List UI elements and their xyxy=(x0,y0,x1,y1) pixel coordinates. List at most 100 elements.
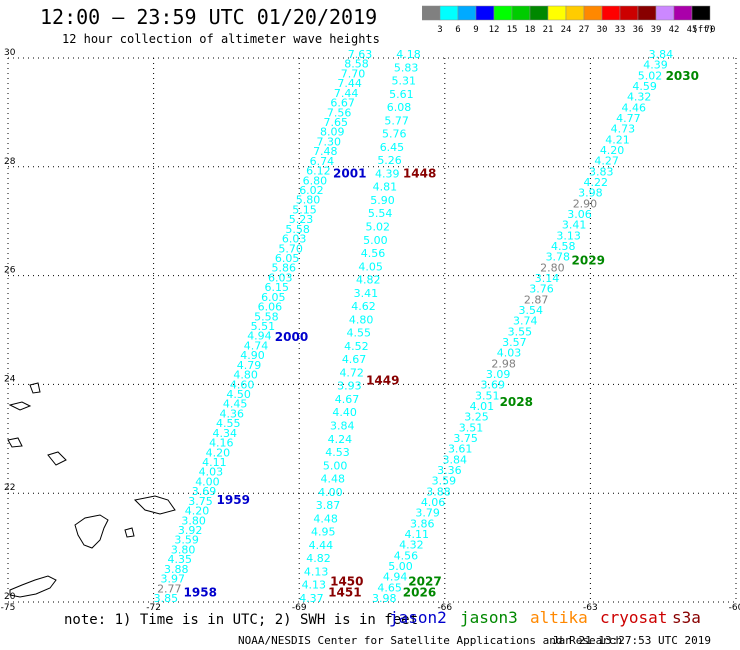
legend-tick-label: 45 xyxy=(687,25,698,34)
wave-height-label: 6.06 xyxy=(258,301,283,314)
wave-height-label: 2.87 xyxy=(524,293,549,306)
legend-tick-label: 9 xyxy=(473,25,478,34)
wave-height-label: 5.00 xyxy=(388,560,413,573)
wave-height-label: 4.00 xyxy=(195,475,220,488)
wave-height-label: 3.06 xyxy=(567,208,592,221)
wave-height-label: 5.15 xyxy=(292,203,317,216)
wave-height-label: 3.69 xyxy=(480,379,505,392)
wave-height-label: 4.18 xyxy=(396,48,421,61)
pass-time-label: 2001 xyxy=(333,167,366,181)
wave-height-label: 4.05 xyxy=(358,260,383,273)
legend-tick-label: 6 xyxy=(455,25,460,34)
wave-height-label: 3.78 xyxy=(546,251,571,264)
x-tick-label: -72 xyxy=(146,603,161,610)
wave-height-label: 4.53 xyxy=(325,446,350,459)
pass-time-label: 2027 xyxy=(408,575,441,589)
coastline-segment xyxy=(29,382,41,394)
wave-height-label: 4.82 xyxy=(356,274,381,287)
wave-height-label: 3.36 xyxy=(437,464,462,477)
pass-time-label: 1959 xyxy=(217,493,250,507)
wave-height-label: 3.87 xyxy=(316,499,341,512)
wave-height-label: 4.32 xyxy=(627,91,652,104)
y-tick-label: 26 xyxy=(4,266,16,276)
wave-height-label: 5.00 xyxy=(363,234,388,247)
wave-height-label: 4.52 xyxy=(344,340,369,353)
wave-height-label: 5.00 xyxy=(323,459,348,472)
satellite-label-jason2: jason2 xyxy=(389,608,447,627)
wave-height-label: 7.65 xyxy=(323,116,348,129)
wave-height-label: 5.54 xyxy=(368,207,393,220)
wave-height-label: 5.58 xyxy=(254,310,279,323)
wave-height-label: 3.13 xyxy=(556,229,581,242)
wave-height-label: 4.90 xyxy=(240,349,265,362)
wave-height-label: 4.62 xyxy=(351,300,376,313)
coastline-segment xyxy=(47,451,67,466)
wave-height-label: 4.60 xyxy=(230,378,255,391)
wave-height-label: 4.13 xyxy=(304,565,329,578)
wave-height-label: 6.05 xyxy=(261,291,286,304)
wave-height-label: 4.95 xyxy=(311,526,336,539)
wave-height-label: 4.36 xyxy=(219,407,244,420)
color-legend: 3 6 9 12 15 18 21 24 27 30 33 36 39 42 45 70(ft) xyxy=(422,5,715,34)
wave-height-label: 3.80 xyxy=(181,514,206,527)
wave-height-label: 4.00 xyxy=(318,486,343,499)
wave-height-label: 4.21 xyxy=(605,133,630,146)
wave-height-label: 5.23 xyxy=(289,213,314,226)
wave-height-label: 4.73 xyxy=(611,123,636,136)
pass-time-label: 1450 xyxy=(330,575,363,589)
wave-height-label: 4.39 xyxy=(375,167,400,180)
wave-height-label: 4.39 xyxy=(643,59,668,72)
wave-height-label: 4.59 xyxy=(632,80,657,93)
wave-height-label: 3.59 xyxy=(174,534,199,547)
wave-height-label: 4.32 xyxy=(399,539,424,552)
wave-height-label: 7.48 xyxy=(313,145,338,158)
coastline-segment xyxy=(74,514,109,549)
wave-height-label: 3.76 xyxy=(529,283,554,296)
wave-height-label: 3.79 xyxy=(415,507,440,520)
wave-height-label: 3.80 xyxy=(171,543,196,556)
wave-height-label: 3.98 xyxy=(372,592,397,605)
legend-tick-label: 36 xyxy=(633,25,644,34)
satellite-label-cryosat: cryosat xyxy=(600,608,668,627)
legend-tick-label: 24 xyxy=(561,25,572,34)
wave-height-label: 3.97 xyxy=(161,573,186,586)
credit-line: NOAA/NESDIS Center for Satellite Applica… xyxy=(238,634,623,647)
legend-tick-label: 18 xyxy=(525,25,536,34)
wave-height-map: -75-72-69-66-63-602022242628303.852.773.… xyxy=(1,48,740,610)
wave-height-label: 6.05 xyxy=(275,252,300,265)
pass-time-label: 2026 xyxy=(403,586,436,600)
pass-time-label: 1958 xyxy=(184,586,217,600)
wave-height-label: 7.30 xyxy=(317,135,342,148)
coastline xyxy=(7,382,176,598)
wave-height-label: 4.46 xyxy=(622,101,647,114)
satellite-label-jason3: jason3 xyxy=(460,608,518,627)
y-tick-label: 24 xyxy=(4,374,16,384)
satellite-label-altika: altika xyxy=(530,608,588,627)
wave-height-label: 3.51 xyxy=(459,421,484,434)
legend-tick-label: 21 xyxy=(543,25,554,34)
wave-height-label: 4.67 xyxy=(342,353,367,366)
wave-height-label: 4.01 xyxy=(470,400,495,413)
wave-height-label: 7.56 xyxy=(327,106,352,119)
wave-height-label: 2.77 xyxy=(157,582,182,595)
wave-height-label: 8.09 xyxy=(320,126,345,139)
wave-height-label: 6.02 xyxy=(299,184,324,197)
wave-height-label: 3.86 xyxy=(410,517,435,530)
wave-height-label: 5.26 xyxy=(377,154,402,167)
wave-height-label: 4.24 xyxy=(328,433,353,446)
pass-time-label: 2028 xyxy=(500,395,533,409)
wave-height-label: 4.11 xyxy=(405,528,430,541)
wave-height-label: 5.61 xyxy=(389,88,414,101)
wave-height-label: 4.94 xyxy=(383,571,408,584)
wave-height-label: 4.40 xyxy=(332,406,357,419)
wave-height-label: 3.41 xyxy=(354,287,379,300)
wave-height-label: 3.75 xyxy=(453,432,478,445)
wave-height-label: 6.67 xyxy=(330,97,355,110)
wave-height-label: 4.45 xyxy=(223,398,248,411)
chart-title: 12:00 – 23:59 UTC 01/20/2019 xyxy=(40,5,378,29)
wave-height-label: 4.50 xyxy=(226,388,251,401)
x-tick-label: -60 xyxy=(729,603,740,610)
legend-tick-label: 39 xyxy=(651,25,662,34)
wave-height-label: 3.88 xyxy=(164,563,189,576)
wave-height-label: 4.94 xyxy=(247,330,272,343)
